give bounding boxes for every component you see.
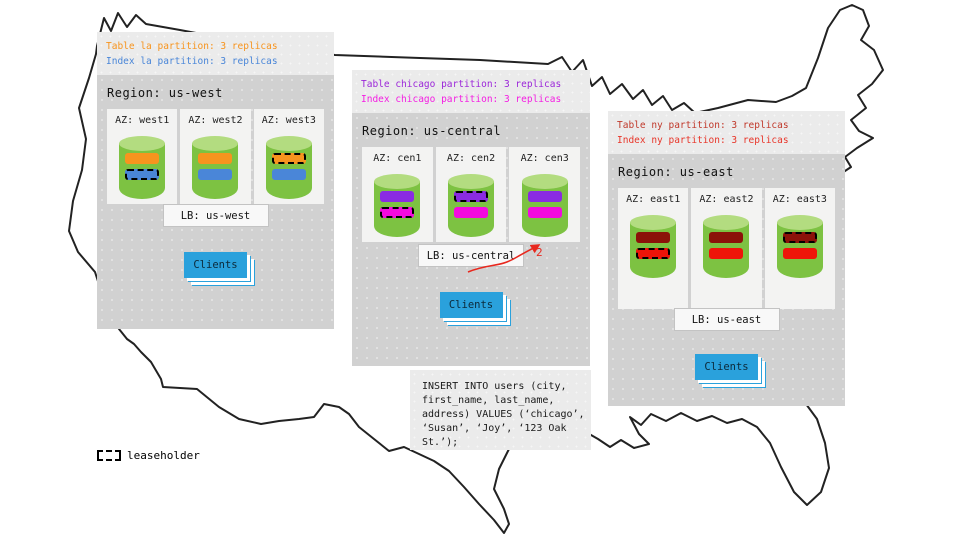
cylinder-top (119, 136, 166, 151)
region-panel-us-west: Table la partition: 3 replicas Index la … (97, 32, 334, 329)
az-label: AZ: west1 (115, 115, 170, 126)
lb-label: LB: us-central (426, 249, 516, 262)
az-box-east3: AZ: east3 (764, 188, 835, 309)
replica-stripe-index (198, 169, 233, 180)
sql-line: address) VALUES (‘chicago’, (422, 409, 585, 420)
az-box-cen3: AZ: cen3 (509, 147, 581, 242)
database-icon (521, 174, 568, 242)
database-icon (265, 136, 312, 204)
az-label: AZ: east3 (772, 194, 827, 205)
region-body-us-central: Region: us-central AZ: cen1 AZ: cen2 (352, 113, 590, 366)
az-box-east2: AZ: east2 (691, 188, 762, 309)
replica-stripe-index-leaseholder (636, 248, 671, 259)
replica-stripe-index (527, 207, 562, 218)
az-label: AZ: west2 (188, 115, 243, 126)
az-label: AZ: cen1 (373, 153, 422, 164)
az-label: AZ: east2 (699, 194, 754, 205)
clients-button-us-east: Clients (695, 354, 758, 380)
leaseholder-legend-label: leaseholder (127, 449, 200, 462)
region-panel-us-east: Table ny partition: 3 replicas Index ny … (608, 111, 845, 406)
az-label: AZ: cen2 (446, 153, 496, 164)
replica-stripe-table-leaseholder (454, 191, 488, 202)
replica-stripe-index (454, 207, 488, 218)
database-icon (776, 215, 823, 283)
az-row: AZ: cen1 AZ: cen2 (362, 147, 581, 242)
replica-stripe-table (636, 232, 671, 243)
cylinder-top (265, 136, 312, 151)
load-balancer-us-east: LB: us-east (673, 308, 780, 331)
az-box-west1: AZ: west1 (107, 109, 178, 204)
clients-label: Clients (448, 299, 494, 311)
cylinder-top (630, 215, 677, 230)
region-title: Region: us-central (362, 124, 502, 138)
sql-line: first_name, last_name, (422, 395, 555, 406)
replica-stripe-index (709, 248, 744, 259)
step-arrow-icon (467, 244, 541, 273)
lb-label: LB: us-east (691, 313, 762, 326)
index-partition-note: Index chicago partition: 3 replicas (361, 94, 562, 105)
replica-stripe-table (198, 153, 233, 164)
load-balancer-us-west: LB: us-west (162, 204, 269, 227)
database-icon (119, 136, 166, 204)
az-box-east1: AZ: east1 (618, 188, 689, 309)
replica-stripe-table-leaseholder (271, 153, 306, 164)
database-icon (374, 174, 421, 242)
cylinder-top (521, 174, 568, 189)
replica-note-us-east: Table ny partition: 3 replicas Index ny … (608, 111, 845, 154)
cylinder-top (776, 215, 823, 230)
replica-stripe-table (527, 191, 562, 202)
cylinder-top (192, 136, 239, 151)
region-title: Region: us-east (618, 165, 734, 179)
database-icon (448, 174, 494, 242)
region-body-us-west: Region: us-west AZ: west1 AZ: west2 (97, 75, 334, 329)
sql-note: INSERT INTO users (city, first_name, las… (410, 370, 591, 450)
lb-label: LB: us-west (180, 209, 251, 222)
clients-label: Clients (193, 259, 238, 271)
az-label: AZ: east1 (626, 194, 681, 205)
replica-stripe-table (380, 191, 415, 202)
az-box-cen2: AZ: cen2 (435, 147, 507, 242)
replica-stripe-index-leaseholder (380, 207, 415, 218)
az-label: AZ: cen3 (520, 153, 569, 164)
replica-note-us-west: Table la partition: 3 replicas Index la … (97, 32, 334, 75)
cylinder-top (374, 174, 421, 189)
sql-line: ‘Susan’, ‘Joy’, ‘123 Oak (422, 423, 567, 434)
replica-stripe-table (125, 153, 160, 164)
replica-stripe-index-leaseholder (125, 169, 160, 180)
table-partition-note: Table la partition: 3 replicas (106, 41, 278, 52)
az-box-west3: AZ: west3 (253, 109, 324, 204)
az-row: AZ: east1 AZ: east2 (618, 188, 835, 309)
replica-stripe-table (709, 232, 744, 243)
clients-label: Clients (704, 361, 749, 373)
region-panel-us-central: Table chicago partition: 3 replicas Inde… (352, 70, 590, 366)
index-partition-note: Index la partition: 3 replicas (106, 56, 278, 67)
table-partition-note: Table ny partition: 3 replicas (617, 120, 789, 131)
sql-line: St.’); (422, 437, 459, 448)
database-icon (703, 215, 750, 283)
table-partition-note: Table chicago partition: 3 replicas (361, 79, 562, 90)
az-label: AZ: west3 (261, 115, 316, 126)
leaseholder-legend: leaseholder (97, 449, 200, 462)
az-row: AZ: west1 AZ: west2 (107, 109, 324, 204)
region-title: Region: us-west (107, 86, 223, 100)
az-box-west2: AZ: west2 (180, 109, 251, 204)
replica-stripe-index (271, 169, 306, 180)
clients-button-us-west: Clients (184, 252, 247, 278)
load-balancer-us-central: LB: us-central (418, 244, 524, 267)
cylinder-top (448, 174, 494, 189)
index-partition-note: Index ny partition: 3 replicas (617, 135, 789, 146)
leaseholder-swatch-icon (97, 450, 121, 461)
database-icon (630, 215, 677, 283)
replica-stripe-index (782, 248, 817, 259)
database-icon (192, 136, 239, 204)
az-box-cen1: AZ: cen1 (362, 147, 433, 242)
step-number-label: 2 (536, 246, 543, 259)
clients-button-us-central: Clients (439, 292, 503, 318)
replica-note-us-central: Table chicago partition: 3 replicas Inde… (352, 70, 590, 113)
replica-stripe-table-leaseholder (782, 232, 817, 243)
sql-line: INSERT INTO users (city, (422, 381, 567, 392)
cylinder-top (703, 215, 750, 230)
region-body-us-east: Region: us-east AZ: east1 AZ: east2 (608, 154, 845, 406)
